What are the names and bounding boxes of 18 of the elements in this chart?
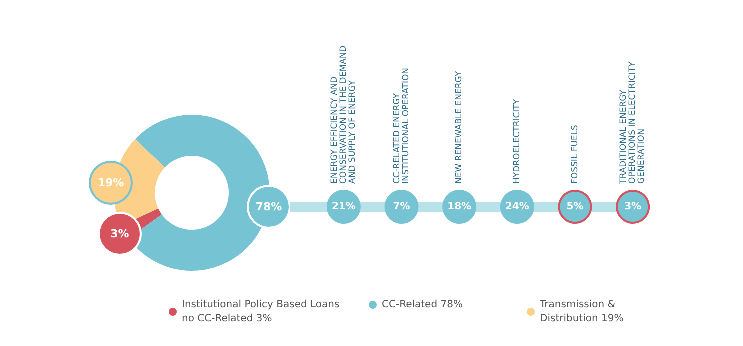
category-label: NEW RENEWABLE ENERGY	[454, 70, 465, 184]
legend-label: CC-Related 78%	[382, 300, 463, 310]
data-label: 78%	[256, 200, 282, 214]
category-label: TRADITIONAL ENERGY OPERATIONS IN ELECTRICITY GENERATION	[619, 59, 648, 185]
legend-label: Transmission & Distribution 19%	[539, 300, 624, 324]
data-label: 24%	[505, 202, 530, 212]
data-label: 21%	[332, 202, 356, 212]
data-label: 18%	[448, 202, 472, 212]
data-label: 5%	[566, 202, 584, 212]
data-label: 3%	[110, 228, 130, 240]
category-label: CC-RELATED ENERGY INSTITUTIONAL OPERATION	[392, 68, 412, 184]
data-label: 7%	[393, 202, 410, 212]
legend-label: Institutional Policy Based Loans no CC-Related 3%	[182, 300, 343, 324]
category-label: ENERGY EFFICIENCY AND CONSERVATION IN THE DEMAND AND SUPPLY OF ENERGY	[330, 43, 358, 184]
category-label: FOSSIL FUELS	[570, 125, 580, 184]
category-label: HYDROELECTRICITY	[512, 98, 522, 184]
data-label: 3%	[624, 202, 642, 212]
data-label: 19%	[98, 176, 124, 190]
